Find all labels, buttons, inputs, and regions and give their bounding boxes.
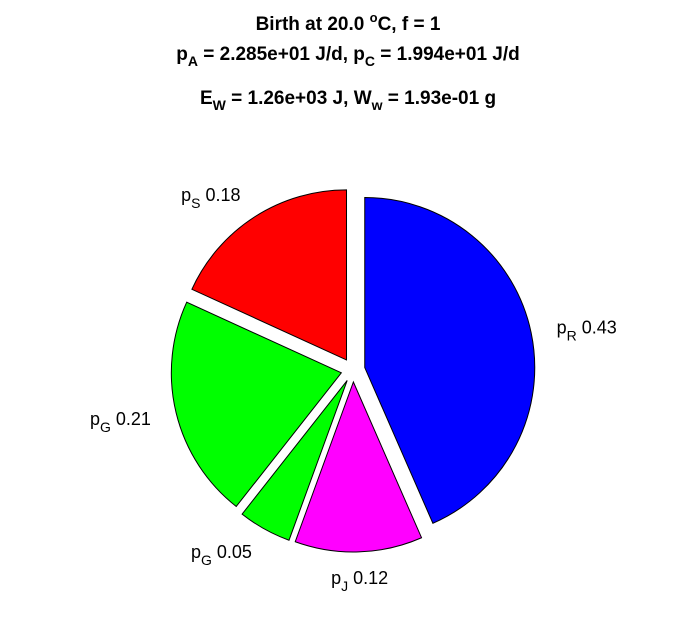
title-ww-sub: w (371, 97, 383, 113)
title-ww-base: W (353, 88, 372, 109)
title-pc-base: p (353, 44, 365, 65)
pie-slice-1 (294, 380, 423, 553)
title-ew-base: E (199, 88, 213, 109)
title-line-3: EW = 1.26e+03 J, Ww = 1.93e-01 g (0, 88, 696, 113)
title-degree-sup: o (369, 10, 378, 25)
title-pa-sub: A (187, 53, 198, 69)
pie-slice-0 (364, 197, 536, 524)
title-ww-value: = 1.93e-01 g (382, 88, 497, 109)
title-pa-value: = 2.285e+01 J/d, (197, 44, 354, 65)
title-pa-base: p (176, 44, 188, 65)
title-line-2: pA = 2.285e+01 J/d, pC = 1.994e+01 J/d (0, 44, 696, 69)
title-pc-sub: C (364, 53, 376, 69)
pie-label-1: pJ 0.12 (331, 568, 388, 594)
pie-label-2: pG 0.05 (191, 542, 252, 568)
title-text-a: Birth at 20.0 (255, 14, 370, 35)
pie-slice-3 (170, 301, 343, 508)
pie-slice-2 (241, 380, 348, 541)
title-line-1: Birth at 20.0 oC, f = 1 (0, 10, 696, 36)
title-pc-value: = 1.994e+01 J/d (375, 44, 520, 65)
title-ew-sub: W (212, 97, 226, 113)
title-ew-value: = 1.26e+03 J, (225, 88, 354, 109)
pie-label-0: pR 0.43 (557, 317, 617, 343)
pie-slice-4 (191, 189, 348, 361)
title-text-b: C, f = 1 (377, 14, 441, 35)
pie-label-4: pS 0.18 (181, 185, 240, 211)
pie-label-3: pG 0.21 (90, 409, 151, 435)
